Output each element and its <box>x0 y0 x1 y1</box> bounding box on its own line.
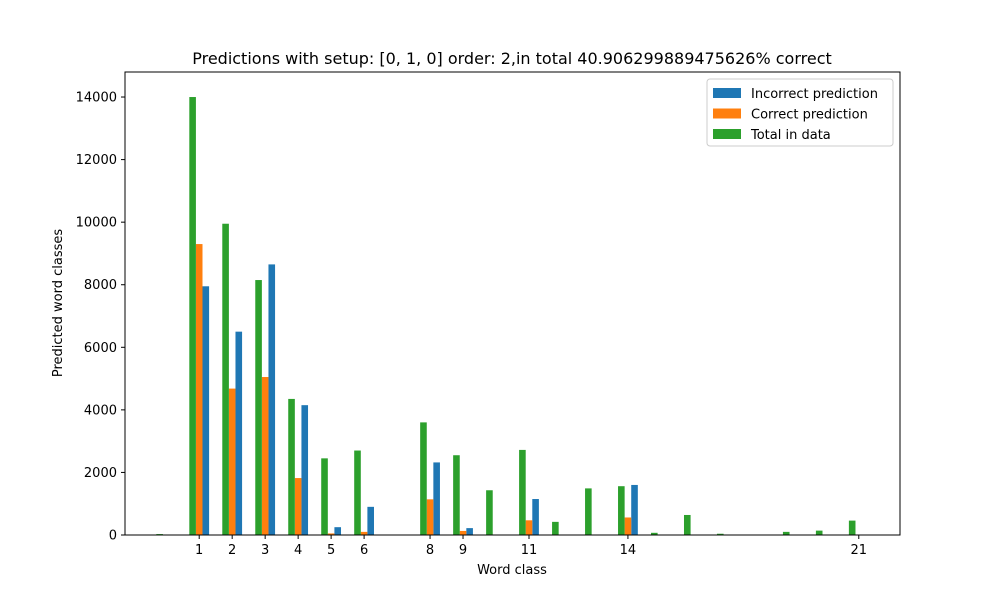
x-tick-label: 21 <box>851 543 868 558</box>
bar-total-in-data-14 <box>618 486 625 535</box>
bar-total-in-data-5 <box>321 458 328 535</box>
plot-frame <box>124 71 901 536</box>
bar-incorrect-prediction-11 <box>532 499 539 535</box>
legend-swatch <box>713 108 741 119</box>
bar-correct-prediction-8 <box>426 499 434 535</box>
legend-entry-label: Correct prediction <box>751 108 868 123</box>
legend-swatch <box>713 129 741 139</box>
bars-layer <box>156 97 856 536</box>
y-axis-label: Predicted word classes <box>51 229 66 378</box>
chart-title: Predictions with setup: [0, 1, 0] order:… <box>192 49 832 68</box>
legend-box <box>706 78 894 147</box>
bar-incorrect-prediction-8 <box>433 462 440 535</box>
bar-incorrect-prediction-5 <box>334 527 342 535</box>
x-axis-label: Word class <box>477 563 547 578</box>
x-tick-label: 6 <box>360 543 368 558</box>
bar-total-in-data-6 <box>354 450 361 535</box>
bar-total-in-data-20 <box>815 530 823 535</box>
y-tick-label: 2000 <box>84 466 117 481</box>
bar-correct-prediction-1 <box>195 244 203 535</box>
bar-incorrect-prediction-2 <box>235 331 243 535</box>
x-tick-label: 11 <box>521 543 538 558</box>
x-tick-label: 4 <box>294 543 302 558</box>
x-tick-label: 2 <box>228 543 236 558</box>
x-tick-label: 1 <box>195 543 203 558</box>
bar-incorrect-prediction-1 <box>202 286 210 535</box>
y-tick-label: 4000 <box>84 403 117 418</box>
bar-correct-prediction-3 <box>261 377 269 535</box>
bar-total-in-data-4 <box>288 398 295 535</box>
y-tick-label: 0 <box>109 529 117 544</box>
bar-total-in-data-8 <box>420 422 427 535</box>
bar-correct-prediction-5 <box>327 533 335 535</box>
y-axis-ticks: 0 2000 4000 6000 8000 10000 12000 14000 <box>76 91 125 544</box>
y-tick-label: 12000 <box>76 153 117 168</box>
bar-incorrect-prediction-9 <box>466 528 473 535</box>
bar-incorrect-prediction-4 <box>301 405 309 535</box>
y-tick-label: 6000 <box>84 341 117 356</box>
y-tick-label: 8000 <box>84 278 117 293</box>
x-tick-label: 5 <box>327 543 335 558</box>
legend-entry-label: Incorrect prediction <box>751 87 878 102</box>
x-axis-ticks: 1 2 3 4 5 6 8 9 11 14 21 <box>195 535 867 558</box>
x-tick-label: 9 <box>459 543 467 558</box>
bar-incorrect-prediction-3 <box>268 264 276 535</box>
bar-total-in-data-15 <box>651 532 658 535</box>
bar-total-in-data-12 <box>552 521 559 535</box>
bar-total-in-data-16 <box>683 514 691 535</box>
bar-total-in-data-10 <box>486 490 493 535</box>
bar-correct-prediction-4 <box>294 478 302 535</box>
x-tick-label: 8 <box>426 543 434 558</box>
bar-correct-prediction-2 <box>228 388 236 535</box>
bar-total-in-data-2 <box>222 223 229 536</box>
bar-total-in-data-3 <box>255 280 262 535</box>
bar-total-in-data-13 <box>585 488 592 535</box>
bar-correct-prediction-9 <box>459 530 467 535</box>
legend-swatch <box>713 88 741 98</box>
y-tick-label: 14000 <box>76 91 117 106</box>
legend-entry-label: Total in data <box>750 128 831 143</box>
bar-incorrect-prediction-14 <box>631 484 638 535</box>
bar-total-in-data-21 <box>848 520 856 535</box>
y-tick-label: 10000 <box>76 216 117 231</box>
legend: Incorrect prediction Correct prediction To… <box>706 78 894 147</box>
bar-correct-prediction-11 <box>525 520 533 535</box>
bar-total-in-data-1 <box>189 97 196 535</box>
bar-total-in-data-11 <box>519 449 526 535</box>
bar-incorrect-prediction-6 <box>367 506 374 535</box>
bar-total-in-data-19 <box>782 531 790 535</box>
x-tick-label: 3 <box>261 543 269 558</box>
x-tick-label: 14 <box>620 543 637 558</box>
bar-total-in-data-9 <box>453 455 460 535</box>
bar-correct-prediction-6 <box>360 531 368 535</box>
bar-total-in-data-17 <box>716 533 724 535</box>
bar-correct-prediction-14 <box>624 517 632 535</box>
